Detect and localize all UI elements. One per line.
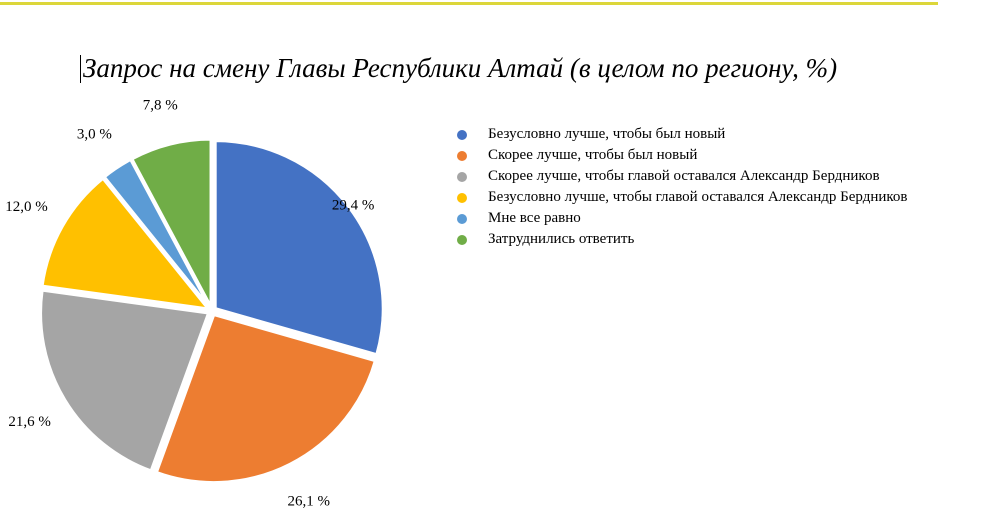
pie-slice (130, 137, 213, 309)
legend-item: Безусловно лучше, чтобы главой оставался… (457, 187, 908, 208)
slice-data-label: 3,0 % (77, 126, 112, 142)
legend-swatch (457, 171, 467, 182)
slice-data-label: 26,1 % (288, 494, 331, 510)
legend-item: Скорее лучше, чтобы главой оставался Але… (457, 166, 908, 187)
legend-label: Скорее лучше, чтобы главой оставался Але… (488, 168, 880, 184)
legend-item: Безусловно лучше, чтобы был новый (457, 124, 908, 145)
legend-swatch (457, 192, 467, 203)
legend-item: Затруднились ответить (457, 229, 908, 250)
chart-legend: Безусловно лучше, чтобы был новый Скорее … (457, 124, 908, 250)
pie-slice (40, 176, 211, 311)
top-accent-rule (0, 2, 938, 5)
slice-data-label: 12,0 % (5, 199, 48, 215)
legend-swatch (457, 213, 467, 224)
text-cursor (80, 55, 81, 83)
slice-data-label: 21,6 % (8, 414, 51, 430)
legend-label: Скорее лучше, чтобы был новый (488, 147, 698, 163)
legend-swatch (457, 234, 467, 245)
slice-data-label: 7,8 % (143, 97, 178, 113)
legend-label: Затруднились ответить (488, 231, 635, 247)
pie-slice (154, 313, 377, 484)
legend-label: Безусловно лучше, чтобы главой оставался… (488, 189, 908, 205)
legend-label: Безусловно лучше, чтобы был новый (488, 126, 726, 142)
chart-title: Запрос на смену Главы Республики Алтай (… (83, 53, 838, 83)
legend-swatch (457, 150, 467, 161)
slice-data-label: 29,4 % (332, 198, 375, 214)
legend-item: Мне все равно (457, 208, 908, 229)
legend-item: Скорее лучше, чтобы был новый (457, 145, 908, 166)
legend-label: Мне все равно (488, 210, 581, 226)
pie-slice (213, 139, 385, 357)
legend-swatch (457, 129, 467, 140)
pie-slice (39, 288, 211, 473)
